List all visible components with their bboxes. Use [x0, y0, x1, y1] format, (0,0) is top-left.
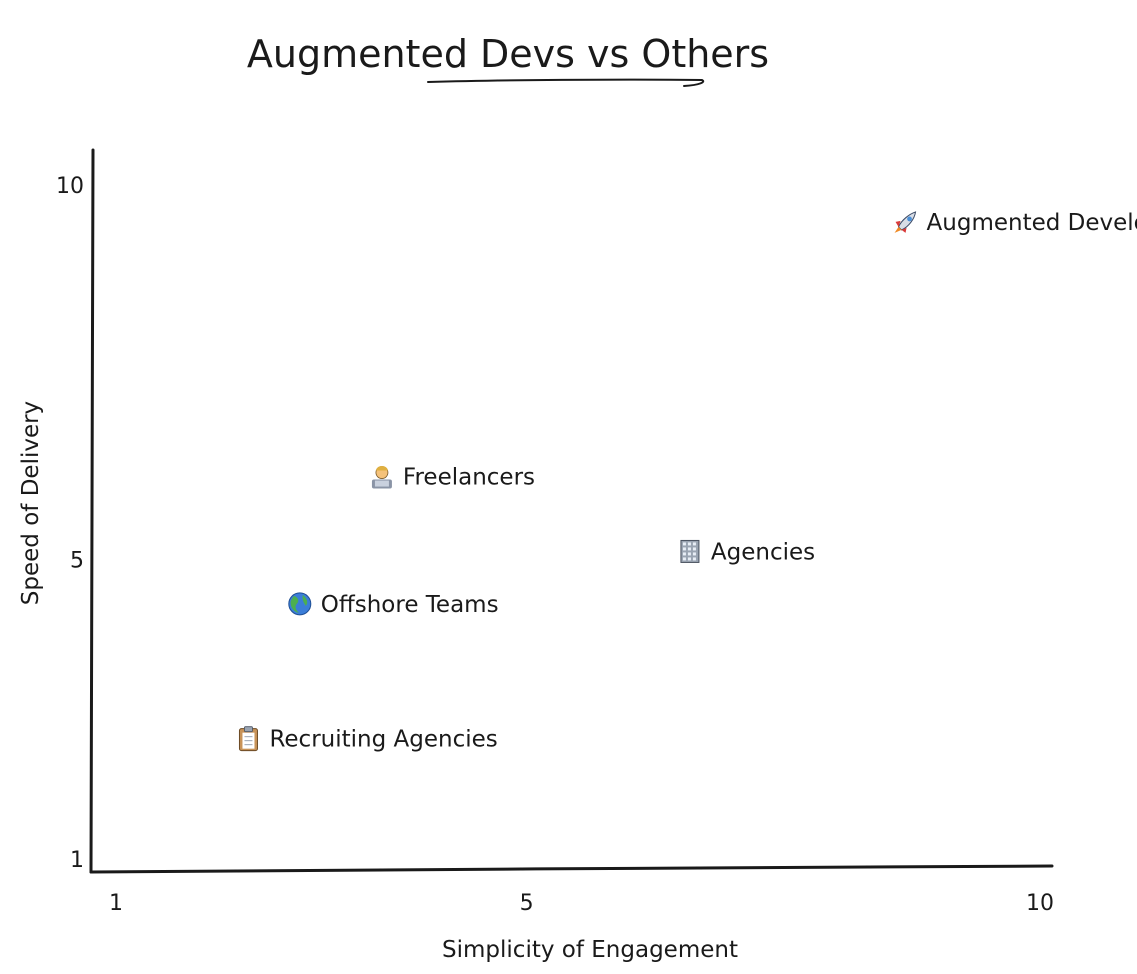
y-axis-label: Speed of Delivery: [18, 401, 44, 605]
chart-title: Augmented Devs vs Others: [247, 32, 769, 76]
point-label: Freelancers: [403, 465, 535, 491]
x-axis-label: Simplicity of Engagement: [442, 937, 738, 963]
title-underline: [427, 78, 705, 87]
rocket-icon: [894, 211, 917, 233]
technologist-icon: [371, 466, 392, 489]
x-tick-label: 10: [1026, 891, 1054, 916]
data-point: Freelancers: [371, 465, 535, 491]
x-axis-line: [89, 864, 1054, 874]
x-tick-label: 5: [520, 891, 534, 916]
data-point: Recruiting Agencies: [238, 726, 498, 753]
y-tick-label: 5: [70, 548, 84, 573]
office-building-icon: [680, 539, 700, 563]
data-point: Augmented Developers: [894, 210, 1137, 236]
data-point: Agencies: [680, 539, 815, 565]
point-label: Agencies: [711, 539, 815, 565]
data-point: Offshore Teams: [288, 592, 499, 618]
y-axis-line: [89, 148, 95, 874]
point-label: Offshore Teams: [321, 592, 499, 618]
y-tick-label: 10: [56, 174, 84, 199]
globe-icon: [288, 592, 312, 616]
data-points: Augmented Developers Freelancers Agencies O…: [238, 210, 1137, 753]
x-tick-label: 1: [109, 891, 123, 916]
point-label: Recruiting Agencies: [269, 727, 497, 753]
point-label: Augmented Developers: [927, 210, 1137, 236]
x-tick-labels: 1 5 10: [109, 891, 1054, 916]
y-tick-label: 1: [70, 848, 84, 873]
clipboard-icon: [238, 726, 258, 752]
